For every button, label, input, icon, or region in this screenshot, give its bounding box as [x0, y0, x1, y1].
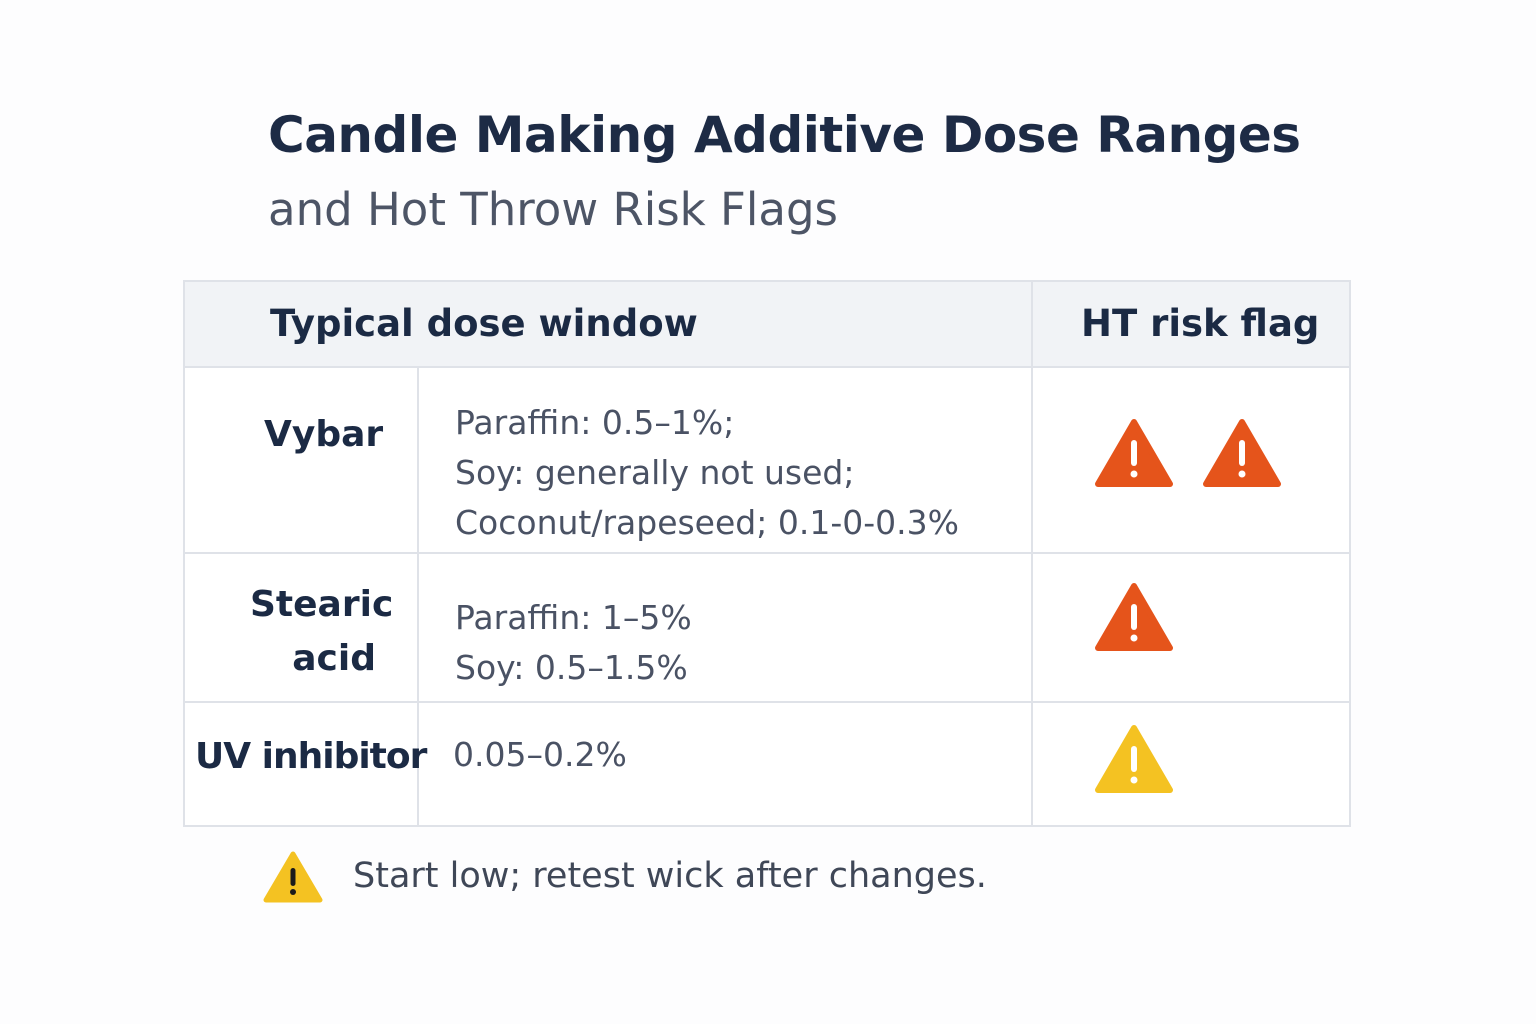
dose-line: Soy: 0.5–1.5%: [455, 648, 688, 687]
column-divider: [1031, 282, 1033, 827]
dose-line: 0.05–0.2%: [453, 735, 627, 774]
page-title: Candle Making Additive Dose Ranges: [268, 106, 1301, 164]
header-ht-risk-flag: HT risk flag: [1081, 302, 1320, 345]
dose-line: Paraffin: 0.5–1%;: [455, 403, 735, 442]
footnote: Start low; retest wick after changes.: [353, 856, 987, 896]
page-subtitle: and Hot Throw Risk Flags: [268, 183, 838, 236]
row-name-uv-inhibitor: UV inhibitor: [195, 736, 427, 777]
dose-line: Paraffin: 1–5%: [455, 598, 692, 637]
dose-cell: Paraffin: 1–5% Soy: 0.5–1.5%: [455, 593, 692, 693]
dose-line: Coconut/rapeseed; 0.1-0-0.3%: [455, 503, 959, 542]
row-divider: [185, 701, 1349, 703]
row-name-line: Stearic: [250, 584, 394, 625]
row-name-line: acid: [292, 638, 376, 679]
dose-line: Soy: generally not used;: [455, 453, 855, 492]
warning-triangle-icon: [1203, 419, 1281, 487]
row-name-stearic-acid: Stearic acid: [250, 578, 394, 686]
warning-triangle-icon: [1095, 725, 1173, 793]
dose-table: Typical dose window HT risk flag Vybar P…: [183, 280, 1351, 827]
warning-triangle-icon: [1095, 419, 1173, 487]
warning-triangle-icon: [263, 851, 323, 903]
column-divider: [417, 366, 419, 827]
dose-cell: Paraffin: 0.5–1%; Soy: generally not use…: [455, 398, 959, 548]
table-header: Typical dose window HT risk flag: [185, 282, 1349, 368]
header-dose-window: Typical dose window: [270, 302, 698, 345]
row-divider: [185, 552, 1349, 554]
row-name-vybar: Vybar: [264, 414, 384, 455]
dose-cell: 0.05–0.2%: [453, 730, 627, 780]
warning-triangle-icon: [1095, 583, 1173, 651]
